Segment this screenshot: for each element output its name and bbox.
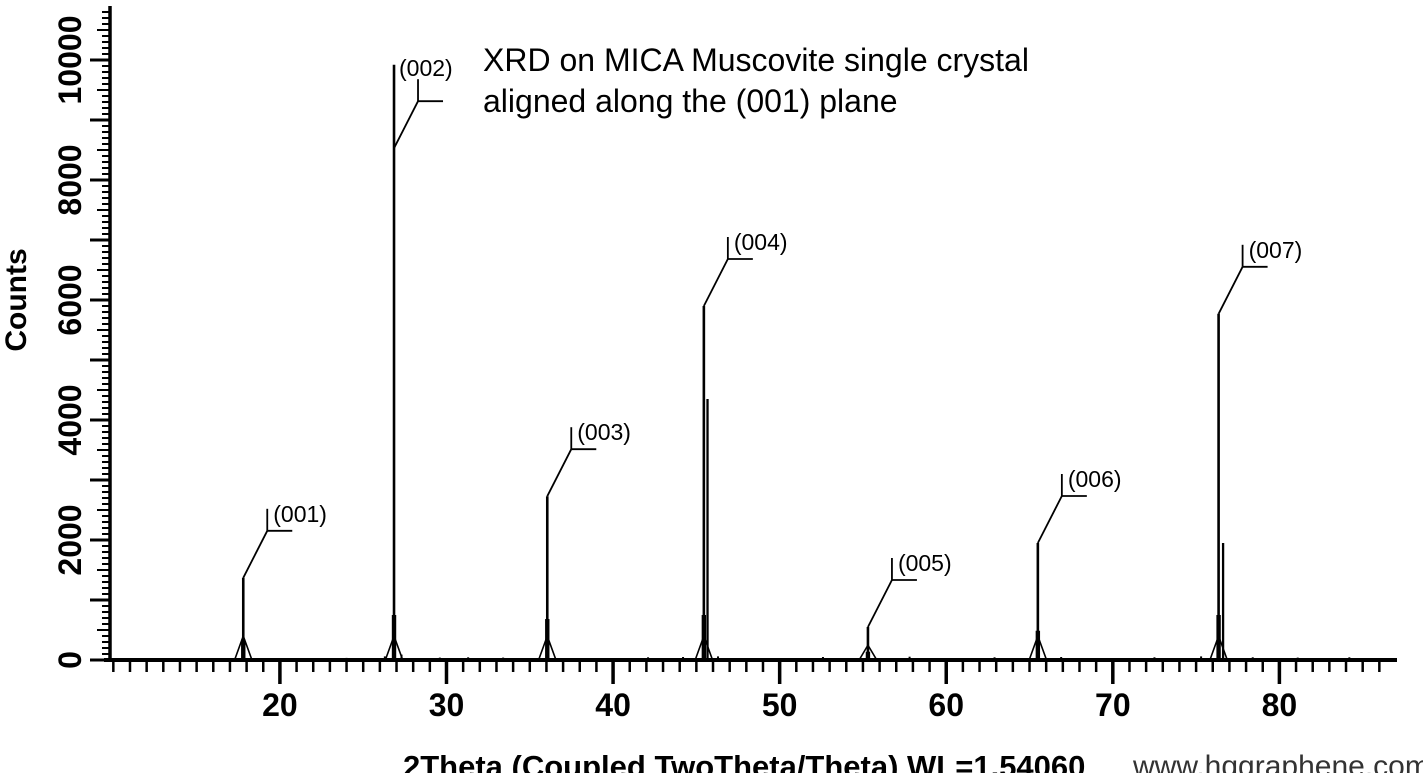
callout-diagonal <box>393 100 419 149</box>
peak-label: (006) <box>1068 466 1122 492</box>
y-tick-label: 6000 <box>52 264 88 335</box>
x-tick-label: 80 <box>1262 687 1298 723</box>
callout-diagonal <box>1037 495 1063 544</box>
peak-label: (003) <box>577 419 631 445</box>
callout-diagonal <box>867 579 893 628</box>
x-tick-label: 20 <box>262 687 298 723</box>
callout-diagonal <box>1217 266 1244 315</box>
x-axis-title: 2Theta (Coupled TwoTheta/Theta) WL=1.540… <box>403 749 1086 773</box>
peak-label: (002) <box>399 55 453 81</box>
callout-diagonal <box>242 530 269 579</box>
axis-tick-labels: 20 30 40 50 60 70 80 0 2000 4000 6000 8000 10000 <box>52 16 1297 723</box>
x-tick-label: 70 <box>1095 687 1131 723</box>
callout-diagonal <box>703 258 729 307</box>
chart-title-line-2: aligned along the (001) plane <box>483 83 898 119</box>
x-tick-label: 60 <box>928 687 964 723</box>
y-tick-label: 2000 <box>52 504 88 575</box>
peak-label: (005) <box>898 550 952 576</box>
y-tick-label: 8000 <box>52 144 88 215</box>
peak-callouts: (001) (002) (003) (004) (005) (006) (007) <box>242 55 1303 628</box>
peak-bases <box>233 633 1229 661</box>
peak-label: (004) <box>734 229 788 255</box>
chart-title: XRD on MICA Muscovite single crystal ali… <box>483 40 1029 122</box>
peak-spikes <box>241 64 1351 659</box>
watermark-text: www.hqgraphene.com <box>1133 750 1423 773</box>
y-axis-title: Counts <box>0 248 33 352</box>
x-tick-label: 30 <box>429 687 465 723</box>
axis-ticks <box>90 11 1381 684</box>
y-tick-label: 10000 <box>52 16 88 105</box>
x-tick-label: 40 <box>595 687 631 723</box>
x-tick-label: 50 <box>762 687 798 723</box>
peak-label: (007) <box>1249 237 1303 263</box>
chart-title-line-1: XRD on MICA Muscovite single crystal <box>483 42 1029 78</box>
y-tick-label: 0 <box>52 651 88 669</box>
callout-diagonal <box>546 448 573 497</box>
peak-label: (001) <box>273 501 327 527</box>
y-tick-label: 4000 <box>52 384 88 455</box>
